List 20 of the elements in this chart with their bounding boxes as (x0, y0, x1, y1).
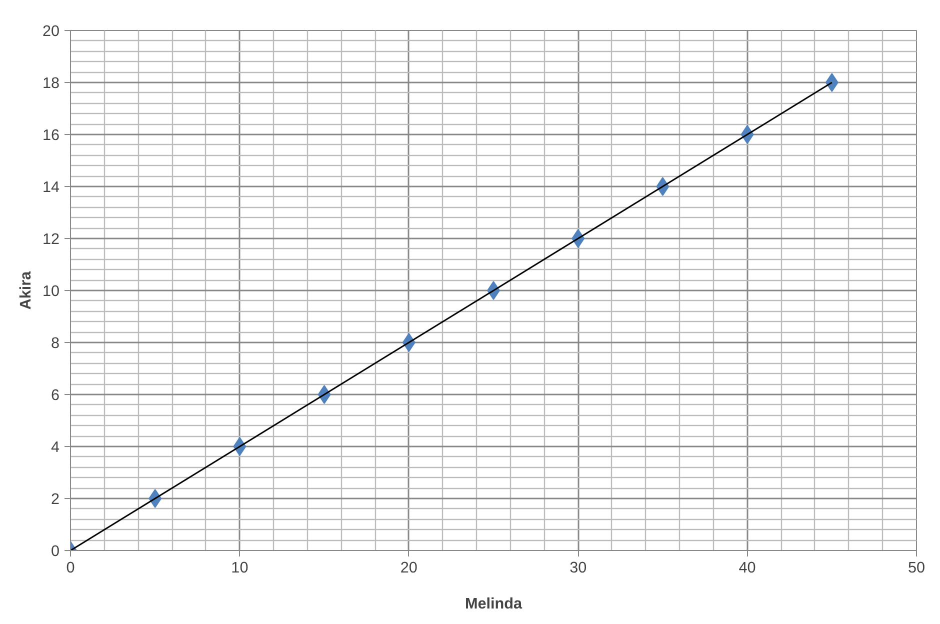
y-tick-label: 20 (42, 23, 60, 40)
point (825, 73, 838, 92)
y-axis-title: Akira (17, 270, 34, 310)
x-tick-label: 0 (66, 560, 75, 576)
y-tick-label: 8 (50, 335, 60, 352)
x-tick-label: 20 (400, 560, 418, 576)
y-tick-label: 18 (42, 75, 60, 92)
y-tick-label: 10 (42, 283, 60, 300)
x-tick-label: 30 (570, 560, 587, 576)
x-axis-title: Melinda (464, 596, 523, 612)
x-tick-label: 40 (738, 560, 756, 576)
y-tick-label: 6 (50, 387, 60, 404)
y-tick-label: 0 (50, 543, 60, 560)
y-tick-label: 12 (42, 231, 60, 248)
y-tick-label: 16 (42, 127, 60, 144)
x-tick-label: 50 (908, 560, 926, 576)
y-tick-label: 4 (50, 439, 60, 456)
y-tick-label: 14 (42, 179, 60, 196)
y-tick-label: 2 (50, 491, 60, 508)
x-tick-label: 10 (231, 560, 248, 576)
